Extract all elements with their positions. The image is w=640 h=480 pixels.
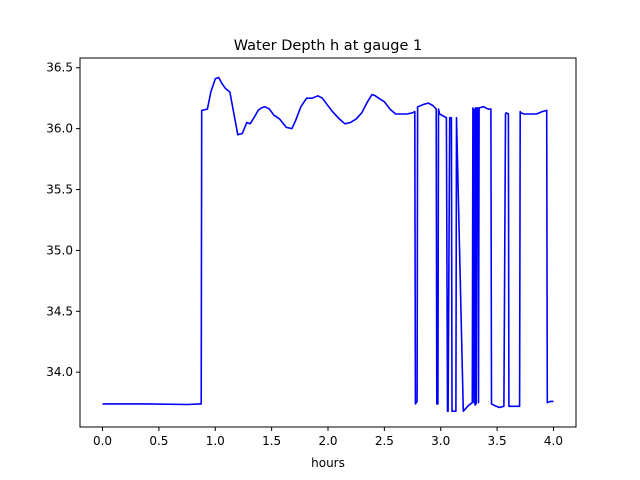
axes: 0.0 0.5 1.0 1.5 2.0 2.5 3.0 3.5 4.0 34.0 34.5 35.0 3… — [46, 57, 577, 448]
y-tick-label: 35.5 — [46, 183, 73, 197]
x-tick-label: 2.0 — [318, 434, 337, 448]
x-tick-label: 0.0 — [93, 434, 112, 448]
plot-frame — [79, 57, 577, 428]
chart-title: Water Depth h at gauge 1 — [234, 38, 422, 54]
x-tick-label: 1.0 — [206, 434, 225, 448]
y-tick-label: 34.0 — [46, 365, 73, 379]
x-tick-label: 3.0 — [431, 434, 450, 448]
series-line-0 — [102, 76, 554, 413]
x-axis-label: hours — [311, 456, 345, 470]
x-tick-label: 2.5 — [375, 434, 394, 448]
x-tick-label: 3.5 — [488, 434, 507, 448]
y-tick-label: 36.5 — [46, 61, 73, 75]
x-tick-label: 1.5 — [262, 434, 281, 448]
y-tick-label: 35.0 — [46, 243, 73, 257]
x-tick-label: 4.0 — [544, 434, 563, 448]
y-tick-label: 34.5 — [46, 304, 73, 318]
y-tick-label: 36.0 — [46, 122, 73, 136]
x-tick-label: 0.5 — [149, 434, 168, 448]
plot-area — [102, 76, 554, 413]
